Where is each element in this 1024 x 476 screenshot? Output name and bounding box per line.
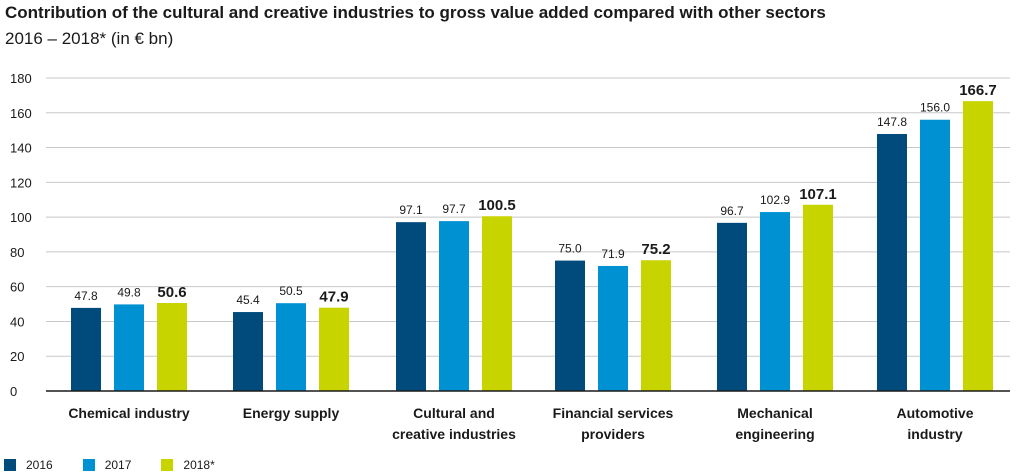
category-label: Mechanical xyxy=(737,405,812,421)
category-label: Energy supply xyxy=(243,405,340,421)
y-tick-label: 0 xyxy=(10,384,17,399)
legend-label: 2017 xyxy=(104,458,132,472)
bar-value-label: 100.5 xyxy=(478,197,516,214)
bar-value-label: 50.6 xyxy=(157,284,186,301)
bar xyxy=(439,221,469,391)
legend-item-2018: 2018* xyxy=(161,458,215,472)
y-tick-label: 40 xyxy=(10,314,24,329)
bar-value-label: 49.8 xyxy=(117,285,141,299)
bar xyxy=(920,119,950,391)
bar-value-label: 50.5 xyxy=(279,284,303,298)
y-tick-label: 180 xyxy=(10,71,32,86)
bar-value-label: 47.8 xyxy=(74,289,98,303)
bar xyxy=(760,212,790,391)
bar xyxy=(717,222,747,391)
y-tick-label: 80 xyxy=(10,245,24,260)
bar xyxy=(482,216,512,391)
bar-value-label: 47.9 xyxy=(319,289,348,306)
legend: 2016 2017 2018* xyxy=(4,458,245,472)
legend-swatch xyxy=(4,459,16,471)
bar xyxy=(71,307,101,391)
bar-value-label: 107.1 xyxy=(799,186,837,203)
bar xyxy=(233,312,263,391)
bar xyxy=(157,303,187,391)
bar xyxy=(555,260,585,391)
bar-value-label: 75.2 xyxy=(641,241,670,258)
bar xyxy=(276,303,306,391)
bar-value-label: 45.4 xyxy=(236,293,260,307)
bar-value-label: 97.1 xyxy=(399,203,423,217)
bar-value-label: 147.8 xyxy=(877,115,907,129)
bar xyxy=(114,304,144,391)
category-label: industry xyxy=(907,426,962,442)
bar-value-label: 156.0 xyxy=(920,101,950,115)
category-label: Financial services xyxy=(553,405,674,421)
legend-swatch xyxy=(161,459,174,471)
chart-subtitle: 2016 – 2018* (in € bn) xyxy=(5,29,174,48)
y-tick-label: 160 xyxy=(10,106,32,121)
bar xyxy=(641,260,671,391)
y-tick-label: 60 xyxy=(10,280,24,295)
y-tick-label: 120 xyxy=(10,175,32,190)
bar xyxy=(963,101,993,391)
category-label: creative industries xyxy=(392,426,516,442)
bar xyxy=(877,133,907,391)
bar xyxy=(803,204,833,391)
bar-value-label: 102.9 xyxy=(760,193,790,207)
y-tick-label: 140 xyxy=(10,141,32,156)
bar-value-label: 97.7 xyxy=(442,202,466,216)
legend-label: 2016 xyxy=(26,458,53,472)
legend-item-2016: 2016 xyxy=(4,458,53,472)
chart-title: Contribution of the cultural and creativ… xyxy=(5,3,826,22)
category-label: providers xyxy=(581,426,645,442)
category-label: Cultural and xyxy=(413,405,495,421)
y-tick-label: 100 xyxy=(10,210,32,225)
y-tick-label: 20 xyxy=(10,349,24,364)
bar-value-label: 166.7 xyxy=(959,82,997,99)
legend-swatch xyxy=(82,459,95,471)
legend-label: 2018* xyxy=(183,458,215,472)
category-label: Automotive xyxy=(897,405,974,421)
bar-value-label: 75.0 xyxy=(558,242,582,256)
bar-value-label: 71.9 xyxy=(601,247,625,261)
legend-item-2017: 2017 xyxy=(82,458,132,472)
category-label: Chemical industry xyxy=(68,405,190,421)
category-label: engineering xyxy=(735,426,814,442)
bar-value-label: 96.7 xyxy=(720,204,744,218)
bar xyxy=(598,265,628,391)
bar xyxy=(396,222,426,391)
bar xyxy=(319,307,349,391)
